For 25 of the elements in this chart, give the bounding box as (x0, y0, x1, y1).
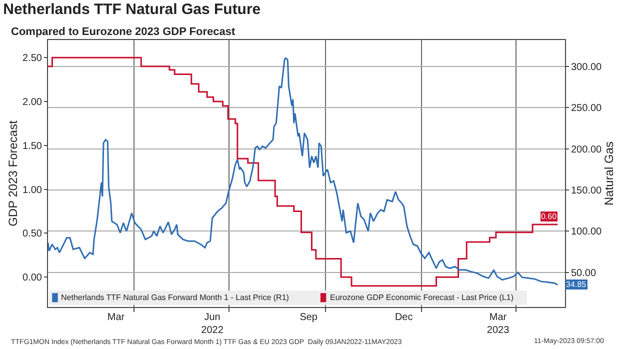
y2-tick-label: 300.00 (571, 62, 602, 73)
y2-tick-label: 200.00 (571, 144, 602, 156)
y-tick-label: 1.50 (22, 140, 42, 152)
y2-tick-label: 150.00 (571, 185, 602, 196)
chart-subtitle: Compared to Eurozone 2023 GDP Forecast (11, 26, 236, 38)
x-tick-label: Jun 2022 (201, 312, 224, 336)
y-tick-label: 0.50 (22, 228, 42, 240)
y2-tick-label: 100.00 (571, 226, 602, 238)
y-tick-label: 2.50 (22, 53, 42, 64)
x-tick-label: Mar (107, 312, 126, 323)
legend-label: Netherlands TTF Natural Gas Forward Month 1 - Last Price (R1) (61, 293, 290, 302)
y2-tick-label: 250.00 (571, 103, 602, 114)
chart-title: Netherlands TTF Natural Gas Future (3, 0, 261, 18)
data-label: 0.60 (541, 212, 558, 221)
y-tick-label: 1.00 (22, 184, 42, 196)
y2-axis-title: Natural Gas (602, 141, 616, 206)
x-tick-label: Mar 2023 (486, 312, 510, 336)
y2-tick-label: 50.00 (571, 268, 596, 279)
y-tick-label: 2.00 (22, 96, 42, 108)
legend-label: Eurozone GDP Economic Forecast - Last Price (L1) (330, 293, 514, 302)
data-label: 34.85 (566, 280, 587, 289)
y-axis-title: GDP 2023 Forecast (6, 120, 20, 226)
y-tick-label: 0.00 (22, 272, 42, 284)
x-tick-label: Dec (394, 312, 413, 323)
x-tick-label: Sep (300, 312, 318, 323)
